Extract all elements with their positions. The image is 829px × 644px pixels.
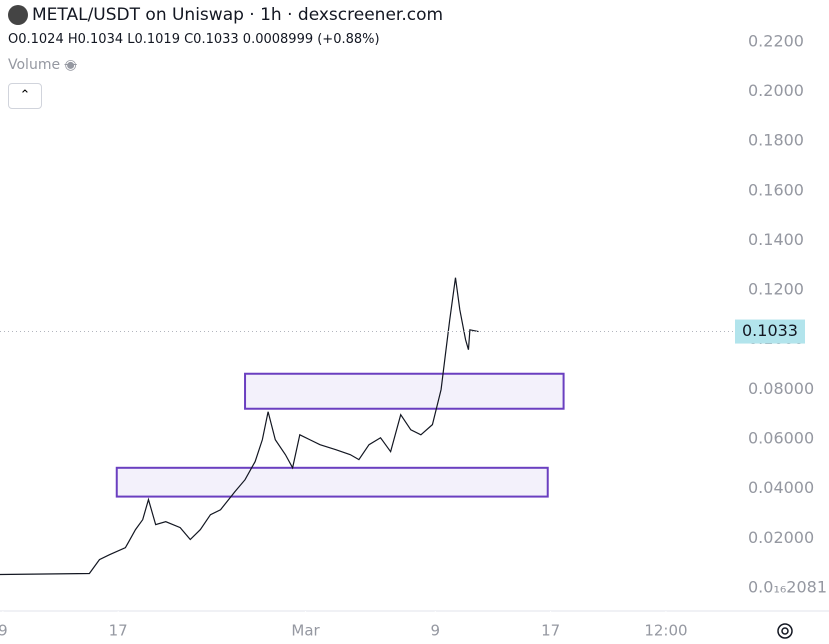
x-tick-label: 17 (541, 622, 560, 640)
ohlc: O0.1024 H0.1034 L0.1019 C0.1033 0.000899… (8, 32, 380, 47)
y-tick-label: 0.1800 (748, 131, 804, 150)
last-price-box (735, 319, 805, 344)
zone (244, 372, 565, 410)
y-tick-label: 0.2200 (748, 31, 804, 50)
gear-outer[interactable] (777, 623, 793, 639)
price-line (0, 277, 479, 576)
x-tick-label: 17 (109, 622, 128, 640)
title: METAL/USDT on Uniswap · 1h · dexscreener… (32, 5, 444, 25)
y-tick-label: 0.0₁₆2081 (748, 577, 827, 596)
x-tick-label: 12:00 (644, 622, 687, 640)
y-tick-label: 0.06000 (748, 429, 814, 448)
y-tick-label: 0.04000 (748, 478, 814, 497)
volume-label[interactable]: Volume ◉ (8, 57, 77, 73)
zone (115, 466, 549, 498)
y-tick-label: 0.2000 (748, 81, 804, 100)
settings-icon[interactable] (777, 623, 793, 639)
last-price-label: 0.1033 (742, 321, 798, 340)
y-tick-label: 0.02000 (748, 528, 814, 547)
collapse-button[interactable]: ⌃ (8, 83, 42, 109)
x-tick-label: Mar (291, 622, 320, 640)
gear-inner[interactable] (781, 627, 789, 635)
x-tick-label: 9 (431, 622, 441, 640)
y-tick-label: 0.1400 (748, 230, 804, 249)
y-tick-label: 0.1200 (748, 280, 804, 299)
hide-icon[interactable]: ◉ (64, 57, 77, 73)
y-tick-label: 0.1600 (748, 180, 804, 199)
volume-text[interactable]: Volume (8, 57, 61, 73)
header: METAL/USDT on Uniswap · 1h · dexscreener… (8, 5, 443, 25)
y-tick-label: 0.08000 (748, 379, 814, 398)
token-icon (8, 5, 28, 25)
x-tick-label: 9 (0, 622, 8, 640)
